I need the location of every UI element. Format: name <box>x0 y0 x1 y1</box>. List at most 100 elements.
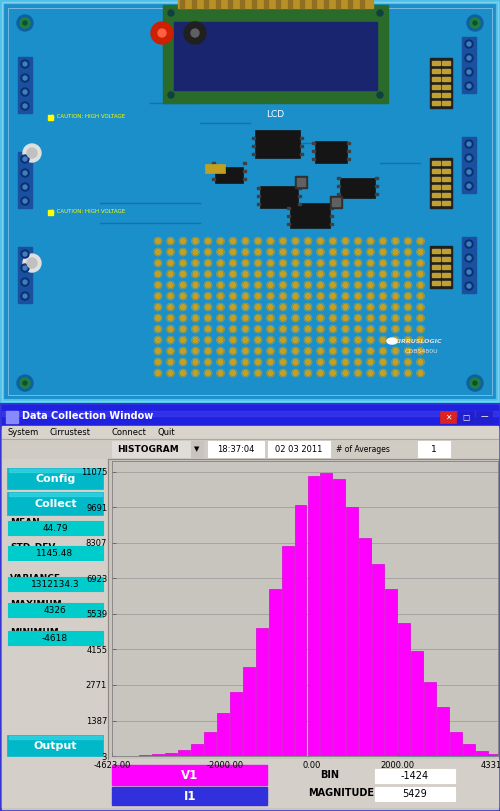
Circle shape <box>268 294 273 298</box>
Bar <box>432 177 440 181</box>
Circle shape <box>23 90 27 94</box>
Bar <box>330 223 333 225</box>
Circle shape <box>343 371 348 375</box>
Circle shape <box>218 250 223 255</box>
Bar <box>243 170 246 172</box>
Circle shape <box>418 359 423 365</box>
Circle shape <box>465 54 473 62</box>
Bar <box>346 507 358 756</box>
Circle shape <box>20 18 30 28</box>
Bar <box>6 411 18 423</box>
Circle shape <box>418 272 423 277</box>
Circle shape <box>17 375 33 391</box>
Bar <box>18 247 32 303</box>
Bar <box>336 0 340 8</box>
Circle shape <box>306 260 310 265</box>
Bar <box>442 257 450 261</box>
Circle shape <box>356 272 360 277</box>
Bar <box>462 137 476 193</box>
Circle shape <box>343 250 348 255</box>
Circle shape <box>330 282 336 288</box>
Text: LCD: LCD <box>266 110 284 119</box>
Circle shape <box>151 22 173 44</box>
Circle shape <box>356 250 360 255</box>
Circle shape <box>293 327 298 332</box>
Bar <box>112 787 267 805</box>
Text: -1424: -1424 <box>401 771 429 781</box>
Bar <box>320 473 332 756</box>
Circle shape <box>280 260 285 265</box>
Bar <box>178 0 373 8</box>
Circle shape <box>467 156 471 160</box>
Bar <box>282 546 294 756</box>
Circle shape <box>193 260 198 265</box>
Bar <box>442 249 450 253</box>
Bar <box>2 759 498 807</box>
Circle shape <box>418 250 423 255</box>
Circle shape <box>156 337 160 342</box>
Circle shape <box>393 337 398 342</box>
Circle shape <box>465 68 473 76</box>
Circle shape <box>268 250 273 255</box>
Bar <box>348 0 352 8</box>
Circle shape <box>406 337 410 342</box>
Circle shape <box>293 315 298 320</box>
Circle shape <box>368 305 373 310</box>
Ellipse shape <box>387 338 397 344</box>
Bar <box>300 153 303 155</box>
Bar <box>290 203 330 228</box>
Bar <box>217 713 229 756</box>
Circle shape <box>23 266 27 270</box>
Circle shape <box>256 315 260 320</box>
Circle shape <box>406 294 410 298</box>
Circle shape <box>368 260 373 265</box>
Circle shape <box>230 272 235 277</box>
Circle shape <box>356 260 360 265</box>
Bar <box>462 744 474 756</box>
Circle shape <box>393 371 398 375</box>
Text: I1: I1 <box>184 789 196 803</box>
Circle shape <box>21 250 29 258</box>
Circle shape <box>318 282 323 288</box>
Circle shape <box>156 250 160 255</box>
Circle shape <box>473 21 477 25</box>
Bar <box>312 150 315 152</box>
Circle shape <box>465 182 473 190</box>
Circle shape <box>293 305 298 310</box>
Circle shape <box>380 238 386 243</box>
Circle shape <box>306 294 310 298</box>
Circle shape <box>318 260 323 265</box>
Circle shape <box>21 169 29 177</box>
Circle shape <box>330 250 336 255</box>
Circle shape <box>230 282 235 288</box>
Circle shape <box>465 254 473 262</box>
Text: 5429: 5429 <box>402 789 427 799</box>
Circle shape <box>343 238 348 243</box>
Circle shape <box>180 260 186 265</box>
Circle shape <box>243 294 248 298</box>
Circle shape <box>368 272 373 277</box>
Circle shape <box>168 305 173 310</box>
Circle shape <box>156 260 160 265</box>
Circle shape <box>168 238 173 243</box>
Bar <box>432 281 440 285</box>
Bar <box>243 162 246 164</box>
Circle shape <box>193 371 198 375</box>
Bar <box>287 207 290 209</box>
Circle shape <box>393 327 398 332</box>
Circle shape <box>191 29 199 37</box>
Circle shape <box>465 240 473 248</box>
Bar <box>432 69 440 73</box>
Bar <box>192 0 196 8</box>
Bar <box>334 479 345 756</box>
Circle shape <box>306 337 310 342</box>
Circle shape <box>21 88 29 96</box>
Circle shape <box>206 337 210 342</box>
Circle shape <box>330 327 336 332</box>
Bar <box>442 69 450 73</box>
Circle shape <box>243 349 248 354</box>
Bar <box>165 753 177 756</box>
Circle shape <box>23 185 27 189</box>
Circle shape <box>380 337 386 342</box>
Circle shape <box>218 359 223 365</box>
